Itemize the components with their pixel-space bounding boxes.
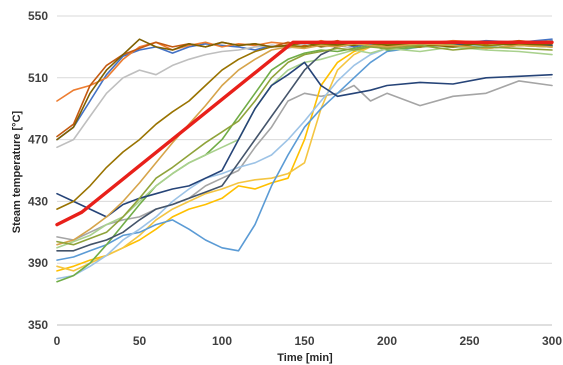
y-tick-label: 470 — [28, 133, 48, 147]
x-tick-label: 50 — [133, 334, 147, 348]
series-line-5 — [56, 43, 553, 149]
series-line-6 — [56, 39, 553, 272]
series-line-14 — [56, 41, 553, 210]
x-tick-label: 0 — [54, 334, 61, 348]
series-line-7 — [56, 41, 553, 272]
x-tick-label: 300 — [542, 334, 562, 348]
series-line-16 — [56, 43, 553, 246]
x-tick-label: 150 — [294, 334, 314, 348]
y-tick-label: 350 — [28, 318, 48, 332]
reference-line — [55, 40, 554, 227]
series-line-12 — [56, 61, 553, 218]
series-layer — [56, 38, 553, 283]
series-line-4 — [56, 80, 553, 241]
series-line-10 — [56, 43, 553, 283]
x-tick-label: 200 — [377, 334, 397, 348]
y-tick-labels: 350 390 430 470 510 550 — [28, 9, 48, 332]
y-tick-label: 510 — [28, 71, 48, 85]
reference-layer — [55, 40, 554, 227]
series-line-17 — [56, 44, 553, 246]
x-tick-label: 250 — [459, 334, 479, 348]
y-tick-label: 550 — [28, 9, 48, 23]
x-axis-title: Time [min] — [277, 352, 333, 364]
y-tick-label: 430 — [28, 194, 48, 208]
x-tick-labels: 0 50 100 150 200 250 300 — [54, 334, 563, 348]
y-tick-label: 390 — [28, 256, 48, 270]
x-tick-label: 100 — [212, 334, 232, 348]
y-axis-title: Steam temperature [°C] — [11, 110, 23, 233]
